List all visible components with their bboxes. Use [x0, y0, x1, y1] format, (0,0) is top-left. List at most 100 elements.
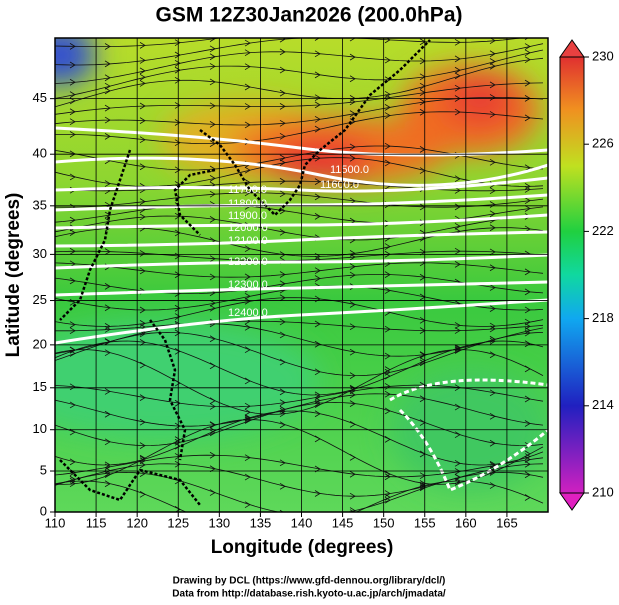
stream-arrow: [174, 313, 181, 320]
stream-arrow: [139, 136, 146, 144]
stream-arrow: [384, 104, 391, 111]
stream-arrow: [104, 211, 111, 219]
y-tick-label: 30: [33, 246, 47, 261]
stream-arrow: [174, 166, 181, 174]
colorbar-tick-label: 218: [592, 310, 614, 325]
stream-arrow: [489, 322, 496, 330]
stream-arrow: [315, 524, 320, 530]
streamline: [55, 262, 544, 278]
stream-arrow: [524, 460, 531, 468]
x-tick-label: 115: [86, 515, 107, 530]
stream-arrow: [69, 216, 76, 224]
stream-arrow: [314, 275, 321, 282]
streamline: [55, 274, 544, 295]
stream-arrow: [209, 53, 216, 61]
stream-arrow: [314, 391, 321, 399]
stream-arrow: [279, 119, 286, 127]
stream-arrow: [454, 479, 461, 486]
stream-arrow: [314, 399, 321, 407]
stream-arrow: [209, 78, 216, 86]
stream-arrow: [244, 292, 251, 300]
stream-arrow: [279, 271, 286, 278]
stream-arrow: [209, 403, 216, 410]
stream-arrow: [69, 321, 76, 328]
stream-arrow: [174, 399, 181, 407]
stream-arrow: [209, 102, 216, 110]
stream-arrow: [384, 287, 391, 294]
stream-arrow: [104, 82, 111, 90]
stream-arrow: [384, 473, 391, 481]
stream-arrow: [349, 391, 356, 399]
stream-arrow: [384, 496, 391, 504]
y-tick-label: 45: [33, 90, 47, 105]
stream-arrow: [104, 461, 111, 469]
stream-arrow: [104, 87, 111, 95]
stream-arrow: [244, 297, 251, 305]
stream-arrow: [454, 346, 461, 353]
stream-arrow: [489, 111, 496, 118]
stream-arrow: [104, 43, 111, 50]
stream-arrow: [279, 358, 286, 366]
contour-label: 11500.0: [330, 164, 369, 176]
contour-label: 11700.0: [228, 184, 267, 196]
stream-arrow: [454, 187, 461, 194]
contour-label: 12300.0: [228, 279, 268, 291]
stream-arrow: [244, 49, 251, 57]
stream-arrow: [314, 320, 321, 328]
stream-arrow: [524, 114, 531, 122]
stream-arrow: [314, 50, 321, 58]
stream-arrow: [139, 339, 146, 346]
stream-arrow: [139, 73, 146, 81]
stream-arrow: [489, 439, 496, 447]
x-tick-label: 110: [45, 515, 66, 530]
stream-arrow: [454, 431, 461, 439]
x-tick-label: 120: [126, 515, 148, 530]
stream-arrow: [454, 322, 461, 329]
stream-arrow: [490, 21, 495, 27]
x-tick-label: 135: [250, 515, 272, 530]
stream-arrow: [384, 383, 391, 390]
stream-arrow: [384, 352, 391, 360]
stream-arrow: [524, 456, 531, 463]
stream-arrow: [279, 482, 286, 490]
stream-arrow: [244, 473, 251, 481]
y-tick-label: 15: [33, 379, 47, 394]
stream-arrow: [104, 467, 111, 474]
stream-arrow: [279, 89, 286, 97]
stream-arrow: [314, 410, 321, 418]
x-tick-label: 165: [496, 515, 518, 530]
stream-arrow: [69, 91, 76, 98]
stream-arrow: [314, 71, 321, 79]
stream-arrow: [139, 117, 146, 124]
stream-arrow: [349, 454, 356, 461]
stream-arrow: [209, 429, 216, 437]
streamline: [55, 320, 544, 332]
contour-labels: 11500.0 11600.0 11700.0 11800.011900.012000…: [228, 164, 369, 319]
stream-arrow: [244, 323, 251, 331]
stream-arrow: [489, 337, 496, 345]
stream-arrow: [174, 422, 181, 430]
stream-arrow: [314, 340, 321, 348]
stream-arrow: [174, 379, 181, 387]
stream-arrow: [384, 470, 391, 478]
stream-arrow: [489, 158, 496, 166]
stream-arrow: [279, 190, 286, 198]
stream-arrow: [384, 94, 391, 101]
stream-arrow: [174, 66, 181, 74]
stream-arrow: [314, 368, 321, 376]
stream-arrow: [454, 403, 461, 411]
contour-label: 11900.0: [228, 210, 267, 222]
stream-arrow: [524, 186, 531, 193]
stream-arrow: [69, 327, 76, 335]
stream-arrow: [454, 175, 461, 183]
stream-arrow: [174, 271, 181, 279]
stream-arrow: [174, 460, 181, 468]
stream-arrow: [454, 38, 461, 46]
stream-arrow: [384, 271, 391, 278]
colorbar-tick-label: 222: [592, 223, 614, 238]
stream-arrow: [454, 72, 461, 80]
stream-arrow: [384, 56, 391, 64]
streamline: [55, 215, 544, 241]
stream-arrow: [69, 383, 76, 391]
stream-arrow: [245, 530, 250, 536]
